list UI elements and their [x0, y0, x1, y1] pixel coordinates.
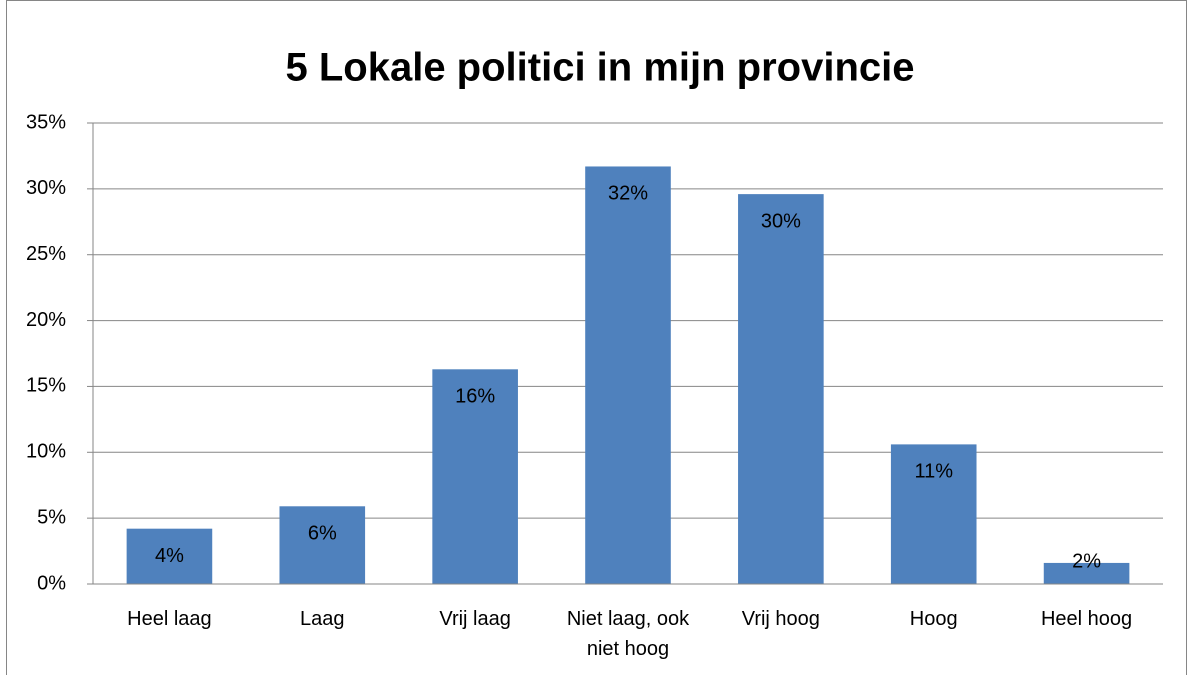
value-label: 4% [155, 545, 184, 567]
bar [890, 444, 977, 584]
x-tick-label: Heel laag [127, 608, 212, 630]
y-tick-label: 35% [26, 111, 66, 133]
value-label: 32% [608, 183, 648, 205]
bar [585, 166, 671, 585]
y-tick-label: 20% [26, 309, 66, 331]
value-label: 6% [308, 523, 337, 545]
value-label: 30% [761, 210, 801, 232]
x-tick-label: Vrij hoog [741, 608, 820, 630]
x-tick-label: Niet laag, ook niet hoog [566, 608, 690, 660]
value-label: 2% [1072, 550, 1101, 572]
bar [432, 369, 518, 584]
x-tick-label: Vrij laag [439, 608, 511, 630]
bar [738, 194, 824, 584]
bar [279, 506, 366, 584]
bar [126, 528, 213, 584]
bar [1043, 562, 1130, 584]
y-tick-label: 0% [37, 572, 66, 594]
x-tick-label: Hoog [909, 608, 958, 630]
value-label: 16% [455, 386, 495, 408]
x-tick-label: Laag [300, 608, 345, 630]
chart-title: 5 Lokale politici in mijn provincie [285, 46, 914, 90]
y-tick-label: 30% [26, 177, 66, 199]
y-tick-label: 10% [26, 441, 66, 463]
y-tick-label: 25% [26, 243, 66, 265]
value-label: 11% [914, 461, 953, 483]
y-tick-label: 15% [26, 375, 66, 397]
y-tick-label: 5% [37, 506, 66, 528]
x-tick-label: Heel hoog [1040, 608, 1133, 630]
